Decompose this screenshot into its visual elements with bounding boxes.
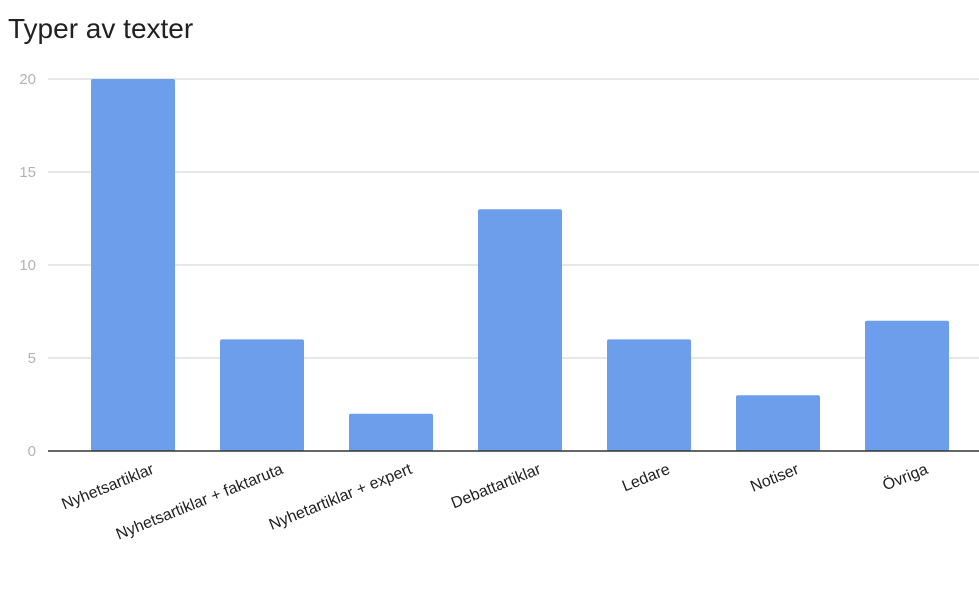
bar [349, 413, 433, 451]
x-tick-label: Ledare [620, 461, 673, 495]
y-axis-ticks: 0 5 10 15 20 [19, 71, 36, 460]
y-tick-label: 0 [28, 443, 36, 460]
y-tick-label: 20 [19, 71, 36, 88]
y-tick-label: 5 [28, 350, 36, 367]
x-tick-label: Nyhetsartiklar [59, 461, 157, 514]
bar [607, 339, 691, 451]
x-tick-label: Debattartiklar [449, 461, 544, 513]
bars [91, 79, 949, 451]
bar [220, 339, 304, 451]
y-tick-label: 10 [19, 257, 36, 274]
x-tick-label: Övriga [880, 460, 931, 494]
x-tick-label: Nyhetartiklar + expert [267, 461, 415, 534]
x-tick-label: Notiser [748, 461, 802, 496]
bar [478, 209, 562, 451]
chart-title: Typer av texter [8, 13, 193, 44]
bar [736, 395, 820, 451]
bar [865, 320, 949, 451]
bar [91, 79, 175, 451]
y-tick-label: 15 [19, 164, 36, 181]
